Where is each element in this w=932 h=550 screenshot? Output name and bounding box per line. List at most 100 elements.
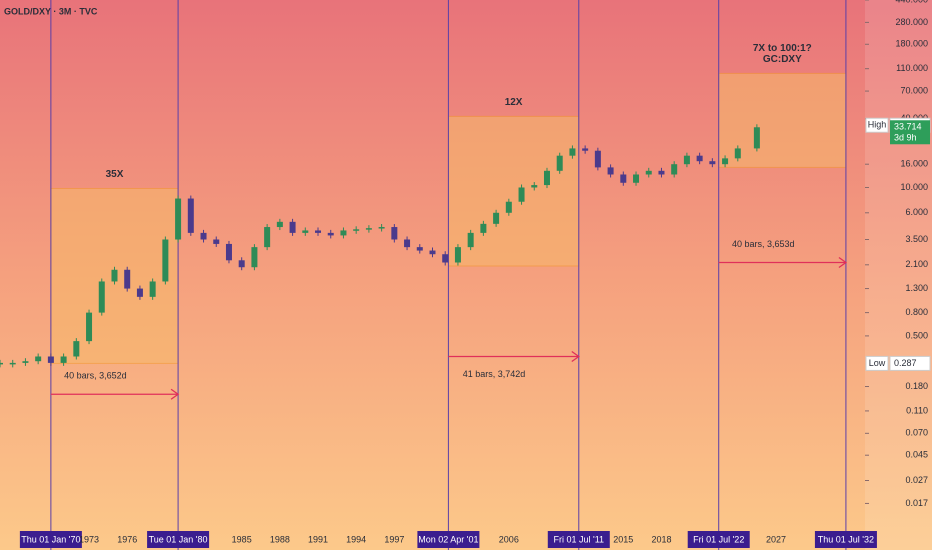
x-tick-highlight (417, 531, 480, 548)
y-tick-label: 280.000 (895, 17, 928, 27)
arrow-head (571, 350, 580, 363)
y-tick-label: 1.300 (905, 283, 928, 293)
candle (238, 260, 245, 268)
price-tag-name-bg (865, 355, 889, 371)
candle (302, 230, 309, 233)
candle (162, 239, 169, 282)
candle (111, 269, 118, 282)
candle (340, 230, 347, 236)
candle (531, 185, 538, 188)
measure-label: 40 bars, 3,653d (732, 239, 795, 249)
x-tick-highlight (19, 531, 82, 548)
x-tick-highlight (147, 531, 210, 548)
y-tick-label: 0.800 (905, 307, 928, 317)
price-axis (865, 0, 932, 550)
candle (175, 198, 182, 240)
candle (213, 239, 220, 244)
candle (709, 161, 716, 165)
y-tick-label: 10.000 (900, 182, 928, 192)
candle (47, 356, 54, 363)
x-tick-label: 1976 (117, 534, 137, 544)
price-tag-bg (889, 355, 931, 371)
candle (658, 170, 665, 175)
x-tick-label: 1973 (79, 534, 99, 544)
candle (404, 239, 411, 248)
candle (0, 362, 3, 365)
x-tick-label: Thu 01 Jul '32 (818, 534, 874, 544)
candle (645, 170, 652, 175)
candle (722, 158, 729, 165)
candle (187, 198, 194, 233)
candle (442, 254, 449, 263)
x-tick-label: Thu 01 Jan '70 (21, 534, 80, 544)
candle (696, 155, 703, 162)
candle (454, 247, 461, 263)
price-tag-name: High (868, 120, 887, 130)
y-tick-label: 110.000 (896, 63, 928, 73)
x-tick-label: 1994 (346, 534, 366, 544)
candle (22, 361, 29, 363)
y-tick-label: 440.000 (895, 0, 928, 4)
candle (467, 232, 474, 248)
y-tick-label: 3.500 (905, 234, 928, 244)
candle (493, 212, 500, 224)
x-tick-label: Fri 01 Jul '11 (553, 534, 604, 544)
candle (264, 227, 271, 248)
measure-label: 40 bars, 3,652d (64, 371, 127, 381)
candle (225, 243, 232, 261)
candle (251, 247, 258, 268)
candle (480, 223, 487, 233)
candle (98, 281, 105, 313)
candle (671, 164, 678, 175)
x-tick-label: 2027 (766, 534, 786, 544)
y-tick-label: 180.000 (895, 39, 928, 49)
x-tick-label: 1991 (308, 534, 328, 544)
price-tag-name: Low (869, 358, 886, 368)
x-tick-highlight (814, 531, 877, 548)
x-tick-label: 1997 (384, 534, 404, 544)
last-price-bg (890, 120, 930, 145)
last-price-note: 3d 9h (894, 133, 917, 143)
candle (35, 356, 42, 362)
price-tag-value: 0.287 (894, 358, 917, 368)
y-tick-label: 0.110 (906, 405, 928, 415)
candle (200, 232, 207, 240)
candle (391, 227, 398, 240)
y-tick-label: 0.180 (905, 381, 928, 391)
candle (620, 174, 627, 183)
arrow-head (170, 388, 180, 400)
price-tag-name-bg (865, 117, 889, 133)
candle (416, 247, 423, 251)
candle (136, 288, 143, 297)
candle (683, 155, 690, 165)
x-tick-label: 2015 (613, 534, 633, 544)
y-tick-label: 0.027 (905, 475, 928, 485)
candle (315, 230, 322, 233)
measure-label: 41 bars, 3,742d (463, 369, 526, 379)
candle (353, 229, 360, 231)
candle (594, 150, 601, 168)
candle (60, 356, 67, 363)
last-price-value: 33.714 (894, 122, 922, 132)
box-label: 7X to 100:1? (753, 43, 812, 54)
candle (86, 312, 93, 342)
candle (607, 167, 614, 175)
x-tick-label: Tue 01 Jan '80 (149, 534, 208, 544)
x-tick-label: 1985 (232, 534, 252, 544)
candle (429, 250, 436, 255)
candle (556, 155, 563, 171)
y-tick-label: 0.500 (905, 330, 928, 340)
candle (569, 148, 576, 156)
candle (9, 362, 16, 365)
candle (505, 201, 512, 213)
candle (276, 221, 283, 228)
y-tick-label: 0.070 (905, 428, 928, 438)
x-tick-label: 1988 (270, 534, 290, 544)
candle (633, 174, 640, 183)
box-label: GC:DXY (763, 54, 802, 65)
y-tick-label: 0.017 (905, 498, 928, 508)
y-tick-label: 2.100 (905, 259, 928, 269)
candle (543, 170, 550, 186)
candle (582, 148, 589, 151)
